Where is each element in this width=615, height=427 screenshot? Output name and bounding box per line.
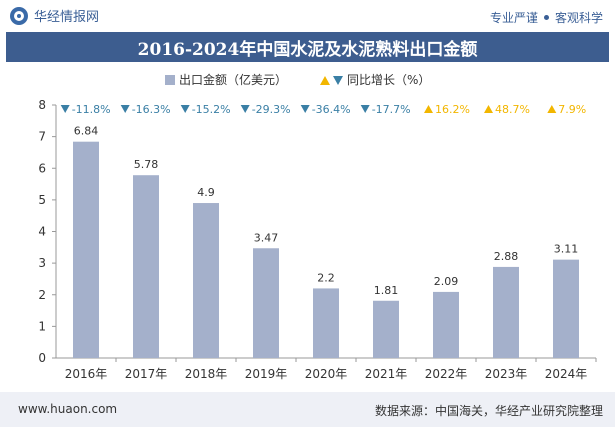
legend-label-amount: 出口金额（亿美元）: [179, 72, 287, 87]
growth-down-triangle-icon: [180, 105, 190, 113]
bar: [553, 259, 579, 358]
legend-label-growth: 同比增长（%）: [347, 73, 430, 87]
x-tick-label: 2016年: [65, 367, 108, 381]
y-tick-label: 6: [38, 161, 46, 175]
growth-down-triangle-icon: [120, 105, 130, 113]
y-tick-label: 8: [38, 98, 46, 112]
bar-value-label: 4.9: [197, 186, 215, 199]
growth-up-triangle-icon: [424, 105, 433, 113]
logo-icon: [10, 6, 28, 25]
legend-down-triangle-icon: [333, 76, 343, 85]
growth-down-triangle-icon: [360, 105, 370, 113]
bar-value-label: 5.78: [134, 158, 159, 171]
legend-swatch-amount: [165, 75, 175, 85]
brand-name: 华经情报网: [34, 10, 100, 25]
bar-value-label: 2.2: [317, 271, 335, 284]
bar-value-label: 3.11: [554, 243, 579, 256]
growth-label: -29.3%: [252, 103, 291, 116]
bar-value-label: 3.47: [254, 231, 279, 244]
y-tick-label: 5: [38, 193, 46, 207]
bar-value-label: 2.09: [434, 275, 459, 288]
chart-title: 2016-2024年中国水泥及水泥熟料出口金额: [137, 39, 478, 60]
growth-down-triangle-icon: [300, 105, 310, 113]
bar: [313, 288, 339, 358]
tagline-left: 专业严谨: [489, 11, 538, 25]
growth-label: -11.8%: [72, 103, 111, 116]
growth-label: -17.7%: [372, 103, 411, 116]
data-source: 数据来源：中国海关，华经产业研究院整理: [374, 404, 603, 418]
growth-label: 48.7%: [495, 103, 530, 116]
y-tick-label: 7: [38, 130, 46, 144]
website-url: www.huaon.com: [18, 402, 118, 416]
growth-up-triangle-icon: [484, 105, 493, 113]
growth-label: 7.9%: [558, 103, 586, 116]
bar: [433, 291, 459, 358]
growth-down-triangle-icon: [60, 105, 70, 113]
bar-value-label: 6.84: [74, 125, 99, 138]
legend-up-triangle-icon: [320, 76, 330, 85]
growth-label: -15.2%: [192, 103, 231, 116]
legend: 出口金额（亿美元） 同比增长（%）: [165, 72, 430, 87]
bar-value-label: 2.88: [494, 250, 519, 263]
footer: www.huaon.com 数据来源：中国海关，华经产业研究院整理: [0, 392, 615, 427]
y-tick-label: 4: [38, 225, 46, 239]
tagline: 专业严谨 客观科学: [490, 9, 603, 26]
growth-up-triangle-icon: [547, 105, 557, 113]
x-tick-label: 2017年: [125, 367, 168, 381]
bar: [493, 266, 519, 358]
y-tick-label: 0: [38, 351, 46, 365]
bar: [193, 203, 219, 358]
bar-value-label: 1.81: [374, 284, 399, 297]
x-tick-label: 2018年: [185, 367, 228, 381]
growth-down-triangle-icon: [240, 105, 250, 113]
axes: 0 1 2 3 4 5 6 7 8 2016年 2017年 2018年 2019年 2020年 2021年 2…: [38, 98, 597, 381]
bar-chart: 出口金额（亿美元） 同比增长（%） 0 1 2 3 4 5 6 7 8 2016年 2017年 201…: [38, 72, 597, 381]
growth-label: -36.4%: [312, 103, 351, 116]
title-bar: 2016-2024年中国水泥及水泥熟料出口金额: [6, 32, 609, 62]
bar: [253, 248, 279, 358]
bar: [133, 175, 159, 358]
growth-label: 16.2%: [435, 103, 470, 116]
x-tick-label: 2019年: [245, 367, 288, 381]
x-tick-label: 2021年: [365, 367, 408, 381]
growth-label: -16.3%: [132, 103, 171, 116]
tagline-right: 客观科学: [554, 11, 603, 25]
y-tick-label: 2: [38, 288, 46, 302]
bar: [73, 141, 99, 358]
bars: 6.84 5.78 4.9 3.47 2.2 1.81 2.09 2.88 3.11: [73, 125, 579, 358]
bar: [373, 300, 399, 358]
x-tick-label: 2022年: [425, 367, 468, 381]
y-tick-label: 3: [38, 256, 46, 270]
growth-row: -11.8% -16.3% -15.2% -29.3% -36.4% -17.7% 16.2…: [60, 103, 586, 116]
brand: 华经情报网: [10, 6, 99, 25]
separator-dot-icon: [543, 15, 549, 20]
x-tick-label: 2023年: [485, 367, 528, 381]
x-tick-label: 2020年: [305, 367, 348, 381]
y-tick-label: 1: [38, 319, 46, 333]
header: 华经情报网 专业严谨 客观科学: [0, 0, 615, 32]
x-tick-label: 2024年: [545, 367, 588, 381]
